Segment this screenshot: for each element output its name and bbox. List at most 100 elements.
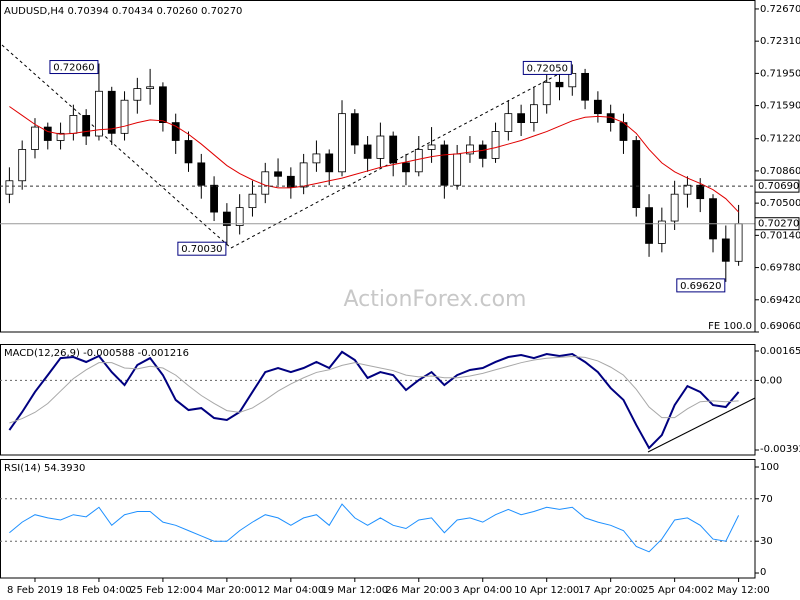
price-panel xyxy=(0,0,756,333)
candle-body xyxy=(696,184,705,200)
y-tick-label: 0.72670 xyxy=(760,4,800,15)
candle-body xyxy=(43,126,52,141)
y-tick-label: 30 xyxy=(760,536,773,547)
watermark: ActionForex.com xyxy=(344,287,527,312)
x-tick-label: 2 May 12:00 xyxy=(707,585,769,596)
candle-body xyxy=(478,144,487,159)
candle-body xyxy=(517,113,526,123)
annotation-box xyxy=(177,241,227,256)
candle-body xyxy=(184,140,193,164)
y-tick-label: 0.70140 xyxy=(760,230,800,241)
candle-body xyxy=(530,104,538,123)
x-tick-label: 19 Mar 12:00 xyxy=(321,585,388,596)
candle-body xyxy=(350,113,359,146)
candle-body xyxy=(235,207,244,226)
candle-body xyxy=(338,113,346,173)
y-tick-label: 0.69420 xyxy=(760,295,800,306)
candle-body xyxy=(376,135,385,159)
candle-body xyxy=(5,180,14,195)
candle-body xyxy=(18,149,27,182)
candle-body xyxy=(286,175,295,188)
candle-body xyxy=(453,153,462,186)
candle-body xyxy=(657,220,666,244)
macd-title: MACD(12,26,9) -0.000588 -0.001216 xyxy=(4,348,189,359)
candle-body xyxy=(568,72,577,88)
candle-body xyxy=(222,211,231,226)
y-tick-label: 0.72310 xyxy=(760,36,800,47)
y-tick-label: 0.00 xyxy=(760,375,782,386)
candle-body xyxy=(389,135,398,164)
annotation-box xyxy=(676,278,726,293)
annotation-label: 0.70030 xyxy=(181,244,222,255)
candle-body xyxy=(197,162,206,186)
candle-body xyxy=(734,223,743,262)
rsi-title: RSI(14) 54.3930 xyxy=(4,463,85,474)
y-tick-label: 100 xyxy=(760,462,779,473)
candle-body xyxy=(402,162,410,173)
level-box xyxy=(754,217,800,231)
candle-body xyxy=(210,184,218,213)
indicator-line xyxy=(8,350,740,450)
candle-body xyxy=(31,126,39,150)
candle-body xyxy=(542,81,551,106)
y-tick-label: 0.71590 xyxy=(760,101,800,112)
indicator-line xyxy=(9,355,739,424)
chart-title: AUDUSD,H4 0.70394 0.70434 0.70260 0.7027… xyxy=(4,6,242,17)
candle-body xyxy=(414,149,423,173)
level-label: 0.70690 xyxy=(758,181,799,192)
x-tick-label: 26 Mar 20:00 xyxy=(385,585,452,596)
candle-body xyxy=(645,207,653,244)
annotation-label: 0.72060 xyxy=(53,63,94,74)
candle-body xyxy=(325,153,334,173)
candle-body xyxy=(721,238,730,262)
annotation-label: 0.69620 xyxy=(680,281,721,292)
candle-body xyxy=(363,144,372,159)
candle-body xyxy=(709,198,717,240)
x-tick-label: 10 Apr 12:00 xyxy=(514,585,579,596)
x-tick-label: 25 Feb 12:00 xyxy=(130,585,196,596)
x-tick-label: 12 Mar 04:00 xyxy=(257,585,324,596)
candle-body xyxy=(82,115,91,137)
candle-body xyxy=(95,90,103,137)
candle-body xyxy=(248,193,257,209)
candle-body xyxy=(159,86,167,123)
candle-body xyxy=(427,144,436,150)
candle-body xyxy=(670,193,679,222)
annotation-box xyxy=(522,60,572,75)
rsi-panel xyxy=(0,459,756,579)
x-tick-label: 25 Apr 04:00 xyxy=(642,585,707,596)
candle-body xyxy=(133,88,142,101)
trend-line xyxy=(230,67,571,249)
y-tick-label: 0.71950 xyxy=(760,68,800,79)
annotation-label: 0.72050 xyxy=(527,63,568,74)
fe-label: FE 100.0 xyxy=(708,321,752,332)
level-box xyxy=(754,179,800,193)
candle-body xyxy=(120,99,129,134)
y-tick-label: 0 xyxy=(760,567,766,578)
candle-body xyxy=(146,86,155,89)
y-tick-label: 0.69780 xyxy=(760,263,800,274)
candle-body xyxy=(56,132,65,141)
candle-body xyxy=(555,81,564,88)
candle-body xyxy=(171,122,180,141)
annotation-box xyxy=(49,60,99,75)
x-tick-label: 3 Apr 04:00 xyxy=(453,585,512,596)
y-tick-label: 0.001659 xyxy=(760,346,800,357)
candle-body xyxy=(299,162,308,188)
candle-body xyxy=(274,171,282,177)
candle-body xyxy=(107,90,116,134)
candle-body xyxy=(606,113,615,123)
indicator-line xyxy=(9,503,740,553)
level-label: 0.70270 xyxy=(758,219,799,230)
y-tick-label: -0.003922 xyxy=(760,444,800,455)
y-tick-label: 0.70500 xyxy=(760,198,800,209)
x-tick-label: 8 Feb 2019 xyxy=(7,585,63,596)
candle-body xyxy=(504,113,513,132)
candle-body xyxy=(683,184,692,195)
candle-body xyxy=(312,153,321,164)
candle-body xyxy=(593,99,602,115)
macd-panel xyxy=(0,344,756,456)
